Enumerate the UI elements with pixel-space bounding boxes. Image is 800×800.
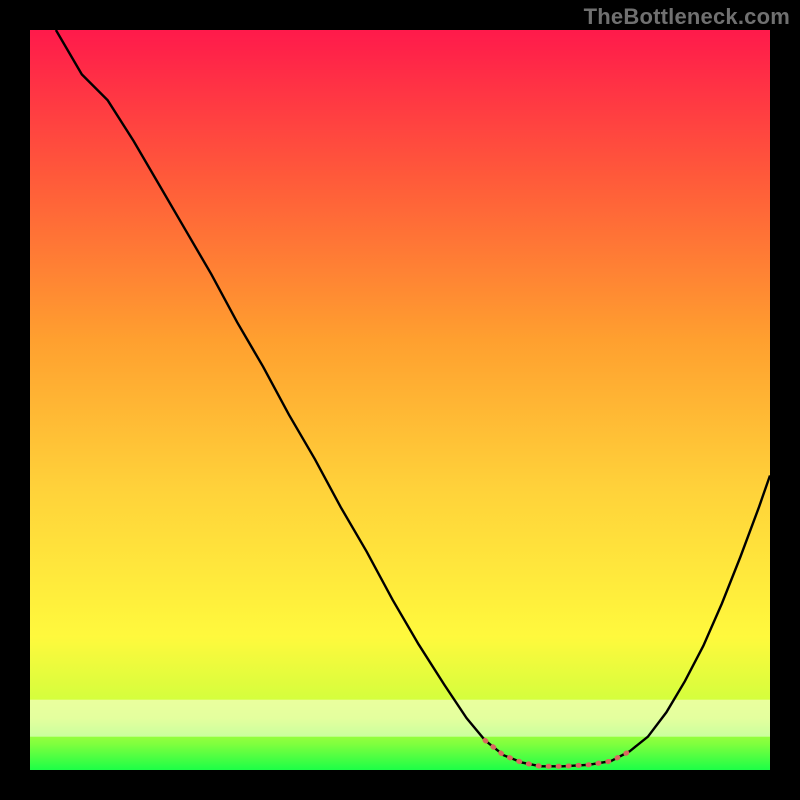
bottleneck-curve-plot — [30, 30, 770, 770]
chart-frame: TheBottleneck.com — [0, 0, 800, 800]
gradient-background — [30, 30, 770, 770]
watermark-text: TheBottleneck.com — [584, 4, 790, 30]
highlight-band — [30, 700, 770, 737]
